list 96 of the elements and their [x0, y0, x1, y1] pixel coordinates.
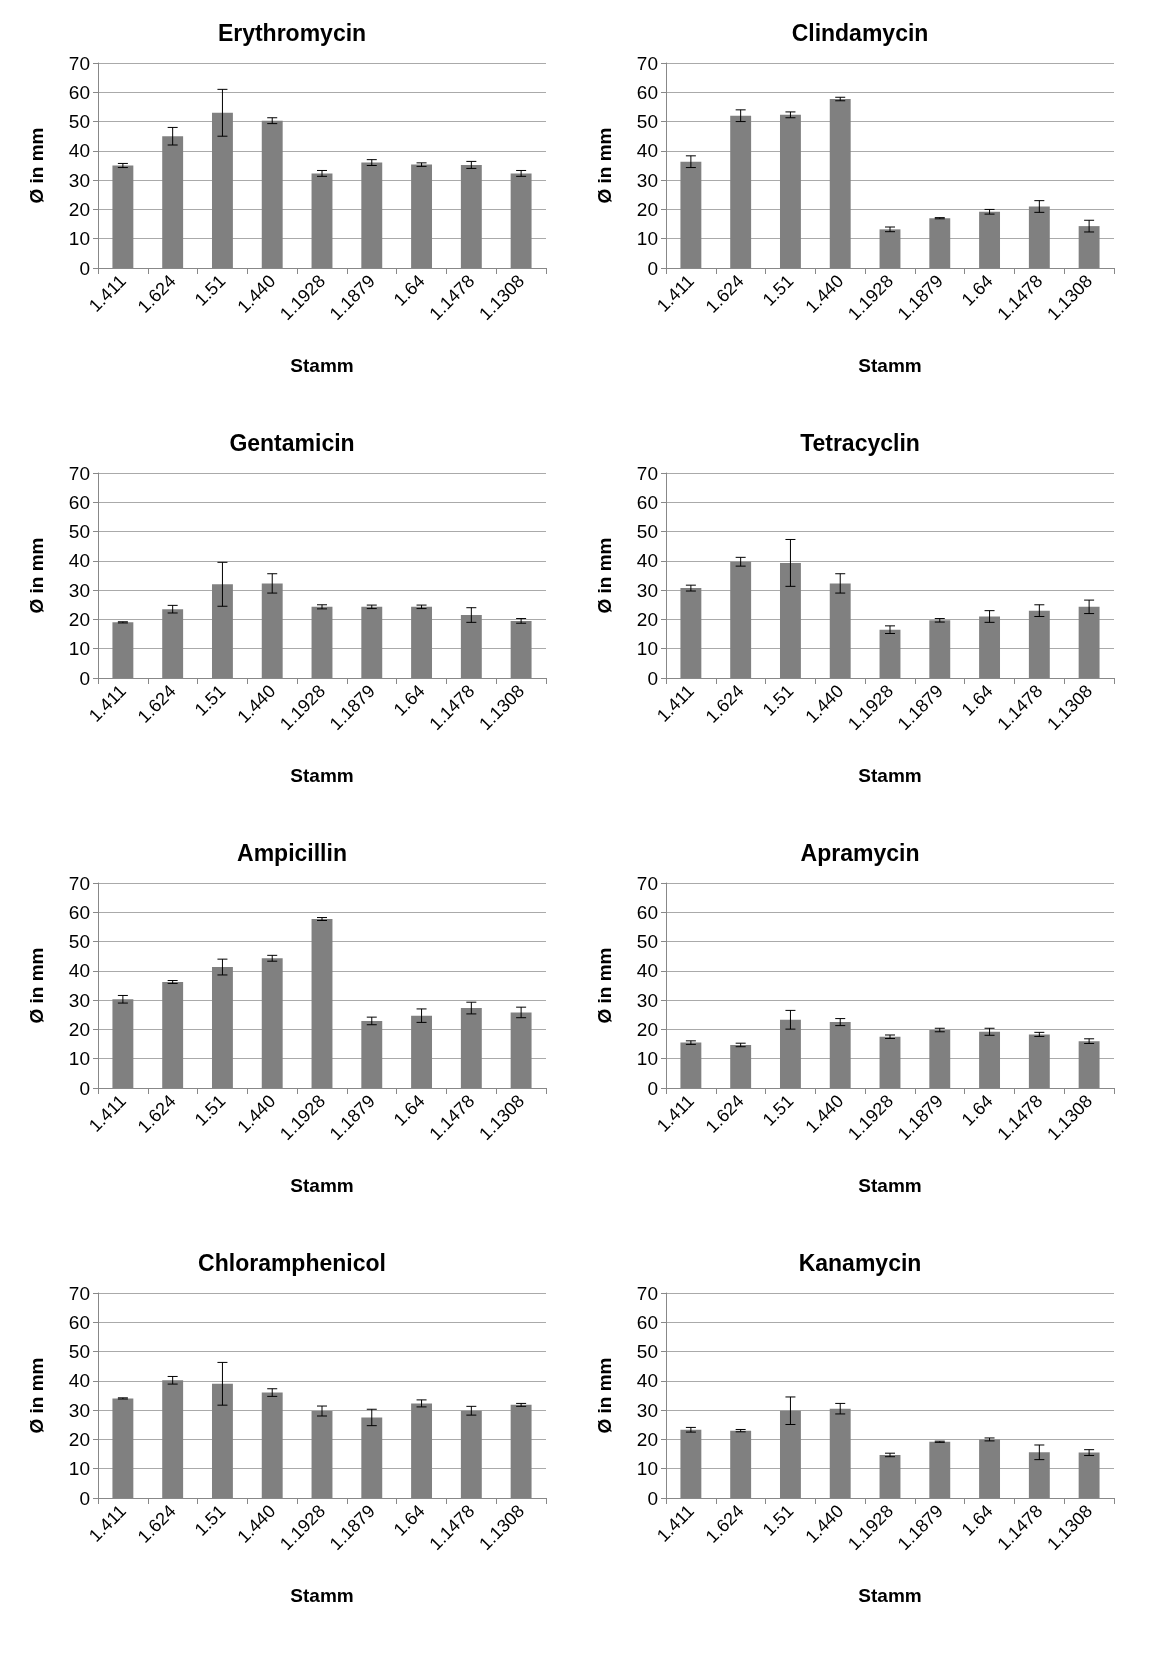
y-tick-label: 30: [636, 579, 658, 601]
x-tick-label: 1.51: [190, 1090, 230, 1130]
x-tick-label: 1.51: [190, 680, 230, 720]
x-tick-label: 1.51: [190, 270, 230, 310]
y-tick-label: 20: [68, 198, 90, 220]
y-tick-label: 40: [68, 960, 90, 982]
chart-title: Apramycin: [800, 839, 920, 866]
x-tick-label: 1.51: [758, 270, 798, 310]
y-tick-label: 20: [636, 1018, 658, 1040]
chart-title: Ampicillin: [237, 839, 347, 866]
y-tick-label: 30: [68, 169, 90, 191]
x-tick-label: 1.51: [758, 680, 798, 720]
y-tick-label: 40: [636, 140, 658, 162]
y-tick-label: 70: [636, 52, 658, 74]
y-tick-label: 40: [636, 1370, 658, 1392]
y-tick-label: 50: [68, 521, 90, 543]
x-axis-title: Stamm: [290, 765, 354, 786]
y-tick-label: 10: [68, 1458, 90, 1480]
y-tick-label: 30: [68, 989, 90, 1011]
y-tick-label: 20: [68, 1018, 90, 1040]
y-tick-label: 0: [79, 1487, 90, 1509]
y-tick-label: 20: [636, 198, 658, 220]
chart-title: Kanamycin: [798, 1249, 922, 1276]
y-axis-title: Ø in mm: [594, 947, 615, 1024]
y-tick-label: 0: [647, 667, 658, 689]
chart-title: Chloramphenicol: [198, 1249, 386, 1276]
y-tick-label: 0: [647, 1077, 658, 1099]
y-tick-label: 40: [68, 1370, 90, 1392]
y-tick-label: 10: [68, 228, 90, 250]
chart-title: Clindamycin: [791, 19, 929, 46]
y-tick-label: 0: [79, 1077, 90, 1099]
y-tick-label: 30: [636, 989, 658, 1011]
x-tick-label: 1.51: [190, 1500, 230, 1540]
y-tick-label: 70: [636, 872, 658, 894]
x-axis-title: Stamm: [858, 355, 922, 376]
y-tick-label: 60: [68, 81, 90, 103]
y-tick-label: 70: [68, 462, 90, 484]
y-tick-label: 40: [636, 960, 658, 982]
y-tick-label: 10: [636, 638, 658, 660]
y-tick-label: 60: [636, 1311, 658, 1333]
y-tick-label: 20: [636, 1428, 658, 1450]
y-tick-label: 0: [647, 1487, 658, 1509]
x-axis-title: Stamm: [290, 355, 354, 376]
y-tick-label: 70: [68, 52, 90, 74]
y-axis-title: Ø in mm: [26, 947, 47, 1024]
y-tick-label: 10: [636, 1048, 658, 1070]
y-tick-label: 60: [68, 491, 90, 513]
y-tick-label: 30: [636, 1399, 658, 1421]
y-tick-label: 70: [636, 462, 658, 484]
y-tick-label: 30: [68, 579, 90, 601]
y-tick-label: 10: [68, 1048, 90, 1070]
y-tick-label: 50: [636, 1341, 658, 1363]
y-axis-title: Ø in mm: [26, 127, 47, 204]
y-tick-label: 30: [636, 169, 658, 191]
y-tick-label: 50: [68, 1341, 90, 1363]
y-tick-label: 0: [79, 257, 90, 279]
x-axis-title: Stamm: [858, 1585, 922, 1606]
y-tick-label: 50: [68, 931, 90, 953]
y-tick-label: 30: [68, 1399, 90, 1421]
x-tick-label: 1.51: [758, 1500, 798, 1540]
x-axis-title: Stamm: [858, 765, 922, 786]
y-tick-label: 0: [79, 667, 90, 689]
y-tick-label: 60: [636, 81, 658, 103]
x-axis-title: Stamm: [290, 1585, 354, 1606]
chart-title: Erythromycin: [217, 19, 367, 46]
y-axis-title: Ø in mm: [594, 127, 615, 204]
y-axis-title: Ø in mm: [26, 537, 47, 614]
y-tick-label: 20: [68, 608, 90, 630]
y-tick-label: 40: [68, 140, 90, 162]
chart-title: Tetracyclin: [800, 429, 920, 456]
y-tick-label: 0: [647, 257, 658, 279]
y-axis-title: Ø in mm: [594, 1357, 615, 1434]
y-tick-label: 10: [68, 638, 90, 660]
y-tick-label: 70: [68, 1282, 90, 1304]
y-tick-label: 20: [68, 1428, 90, 1450]
y-tick-label: 60: [68, 1311, 90, 1333]
y-tick-label: 70: [68, 872, 90, 894]
y-tick-label: 20: [636, 608, 658, 630]
y-axis-title: Ø in mm: [594, 537, 615, 614]
x-axis-title: Stamm: [858, 1175, 922, 1196]
chart-title: Gentamicin: [229, 429, 355, 456]
y-tick-label: 50: [68, 111, 90, 133]
y-tick-label: 40: [636, 550, 658, 572]
y-tick-label: 10: [636, 1458, 658, 1480]
y-tick-label: 10: [636, 228, 658, 250]
y-tick-label: 50: [636, 521, 658, 543]
y-tick-label: 60: [636, 491, 658, 513]
y-tick-label: 70: [636, 1282, 658, 1304]
y-tick-label: 50: [636, 111, 658, 133]
y-axis-title: Ø in mm: [26, 1357, 47, 1434]
y-tick-label: 50: [636, 931, 658, 953]
y-tick-label: 40: [68, 550, 90, 572]
x-tick-label: 1.51: [758, 1090, 798, 1130]
y-tick-label: 60: [68, 901, 90, 923]
x-axis-title: Stamm: [290, 1175, 354, 1196]
y-tick-label: 60: [636, 901, 658, 923]
